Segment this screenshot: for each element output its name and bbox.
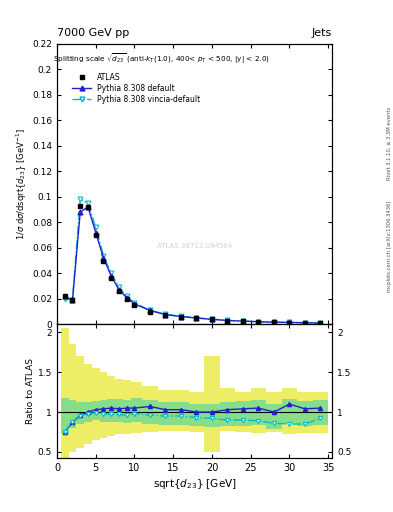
Text: mcplots.cern.ch [arXiv:1306.3436]: mcplots.cern.ch [arXiv:1306.3436] <box>387 200 391 291</box>
Text: ATLAS 38712.094564: ATLAS 38712.094564 <box>157 243 232 249</box>
Text: 7000 GeV pp: 7000 GeV pp <box>57 28 129 38</box>
Y-axis label: 1/$\sigma$ d$\sigma$/dsqrt{$d_{23}$} [GeV$^{-1}$]: 1/$\sigma$ d$\sigma$/dsqrt{$d_{23}$} [Ge… <box>15 128 29 240</box>
Text: Jets: Jets <box>312 28 332 38</box>
X-axis label: sqrt{$d_{23}$} [GeV]: sqrt{$d_{23}$} [GeV] <box>152 477 237 492</box>
Y-axis label: Ratio to ATLAS: Ratio to ATLAS <box>26 358 35 424</box>
Text: Splitting scale $\sqrt{d_{23}}$ (anti-$k_T$(1.0), 400< $p_T$ < 500, |y| < 2.0): Splitting scale $\sqrt{d_{23}}$ (anti-$k… <box>53 52 270 66</box>
Legend: ATLAS, Pythia 8.308 default, Pythia 8.308 vincia-default: ATLAS, Pythia 8.308 default, Pythia 8.30… <box>69 70 204 106</box>
Text: Rivet 3.1.10, ≥ 3.3M events: Rivet 3.1.10, ≥ 3.3M events <box>387 106 391 180</box>
